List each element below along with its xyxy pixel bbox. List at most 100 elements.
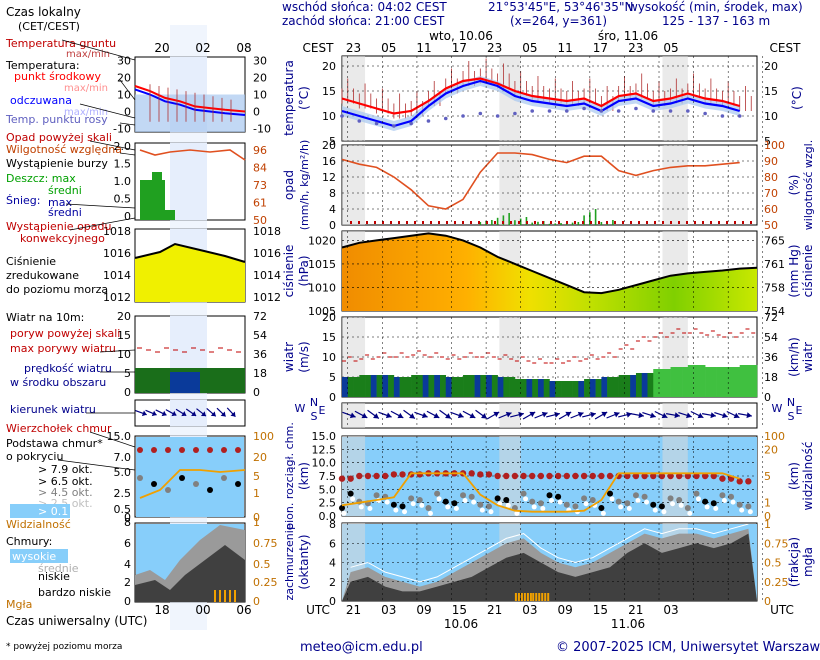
- cloudbase-tick: 7.5: [319, 470, 337, 483]
- day2-bottom: 11.06: [611, 617, 645, 631]
- legend-konw1: Wystąpienie opadu: [6, 220, 111, 233]
- wind-arrow: [642, 411, 656, 419]
- temp-tick-left: 5: [329, 135, 336, 148]
- cloud-base-dot: [667, 495, 674, 502]
- rain-tick: 12: [322, 171, 336, 184]
- cloud-base-dot-thin: [713, 506, 719, 512]
- wind-arrow: [426, 410, 440, 419]
- fog-bar: [535, 593, 538, 601]
- visibility-tick: 100: [764, 430, 785, 443]
- wind-speed-bar: [347, 377, 354, 397]
- legend-temp_maxmin: max/min: [66, 49, 110, 60]
- utc-label: UTC: [306, 603, 330, 617]
- convective-marker: [438, 221, 440, 224]
- convective-marker: [694, 221, 696, 224]
- wind-speed-bar: [687, 365, 694, 397]
- cloud-top-dot: [736, 478, 743, 485]
- wind-speed-bar: [659, 369, 666, 397]
- cloud-top-dot: [503, 472, 510, 480]
- legend-wysokie: wysokie: [12, 550, 56, 563]
- cloud-base-dot: [408, 495, 415, 502]
- night-band: [499, 403, 521, 428]
- mini-wind-tick: 10: [117, 348, 131, 361]
- kmh-tick: 54: [764, 331, 778, 344]
- cloudcover-tick: 8: [329, 518, 336, 531]
- wind-speed-bar: [722, 367, 729, 397]
- wind-speed-bar: [382, 375, 389, 397]
- convective-marker: [686, 221, 688, 224]
- wind-speed-bar: [716, 367, 723, 397]
- convective-marker: [358, 221, 360, 224]
- mini-cloud-top: [137, 447, 143, 453]
- fog-bar: [523, 593, 526, 601]
- mini-wind-arrow: [155, 409, 167, 417]
- cloud-base-dot-thin: [531, 504, 537, 510]
- night-band: [662, 145, 688, 225]
- mini-wind-tick: 15: [117, 329, 131, 342]
- wind-speed-bar: [416, 375, 423, 397]
- cloud-top-dot: [675, 472, 683, 480]
- night-band: [499, 145, 521, 225]
- wind-speed-bar: [509, 377, 516, 397]
- utc-label-right: UTC: [770, 603, 794, 617]
- wind-arrow: [403, 409, 416, 420]
- wind-arrow: [414, 411, 428, 419]
- legend-snieg: Śnieg:: [6, 194, 40, 207]
- cloud-base-dot: [589, 497, 596, 503]
- cloud-base-dot: [684, 505, 691, 511]
- pressure-tick: 1015: [308, 258, 336, 271]
- wind-arrow: [594, 411, 608, 420]
- cloud-top-dot: [563, 472, 570, 480]
- compass-compass_n: N: [310, 396, 318, 409]
- compass-compass_s: S: [311, 410, 318, 423]
- cloud-base-dot-thin: [695, 496, 701, 502]
- mini-kmh-tick: 72: [253, 310, 267, 323]
- convective-marker: [366, 221, 368, 224]
- mini-arrow-head: [220, 411, 226, 417]
- mini-pressure-area: [135, 244, 245, 302]
- mini-fog-tick: 0.75: [253, 537, 278, 550]
- wind-arrow-head: [409, 413, 415, 419]
- temp-tick-left: 20: [322, 60, 336, 73]
- wind-speed-bar: [555, 381, 562, 397]
- mini-cloudcover-tick: 4: [124, 558, 131, 571]
- mini-cloudcover-tick: 0: [124, 595, 131, 608]
- cloud-base-dot: [529, 498, 536, 505]
- cloud-base-dot: [451, 500, 458, 507]
- convective-marker: [422, 221, 424, 224]
- wind-speed-bar: [537, 379, 545, 397]
- dew-point-dot: [564, 109, 569, 113]
- wind-arrow: [475, 409, 488, 420]
- rh-axis-title: wilgotność wzgl.: [802, 140, 815, 230]
- bottom-hour-label: 09: [558, 603, 573, 617]
- mini-pressure-tick-right: 1012: [253, 291, 281, 304]
- legend-connector: [119, 79, 136, 101]
- wind-speed-bar: [682, 367, 689, 397]
- cloud-top-dot: [710, 472, 717, 480]
- cloud-top-dot: [658, 472, 666, 480]
- dew-point-dot: [478, 111, 483, 116]
- wind-speed-bar: [474, 375, 481, 397]
- footer-email[interactable]: meteo@icm.edu.pl: [300, 640, 423, 655]
- kmh-tick: 18: [764, 371, 778, 384]
- wind-speed-bar: [486, 375, 493, 397]
- wind-speed-bar: [589, 379, 596, 397]
- legend-snieg_max: max: [48, 196, 72, 209]
- mini-rain-tick: 1.5: [114, 158, 132, 171]
- wind-speed-bar: [595, 379, 602, 397]
- cloud-base-dot-thin: [393, 507, 399, 513]
- day1-bottom: 10.06: [444, 617, 478, 631]
- dew-point-dot: [686, 109, 690, 113]
- temp-tick-left: 15: [322, 85, 336, 98]
- wind-arrow-head: [469, 412, 476, 419]
- visibility-tick: 1: [764, 497, 771, 510]
- cloudbase-tick: 0.0: [319, 510, 337, 523]
- cloudcover-tick: 2: [329, 576, 336, 589]
- convective-marker: [430, 221, 432, 224]
- cloud-base-dot-thin: [419, 502, 425, 508]
- cloud-base-dot: [442, 498, 449, 505]
- dew-point-dot: [651, 109, 656, 113]
- cloud-top-dot: [382, 472, 389, 480]
- wind-arrow: [690, 410, 704, 419]
- legend-okt5: > 0.1 okt.: [38, 505, 93, 518]
